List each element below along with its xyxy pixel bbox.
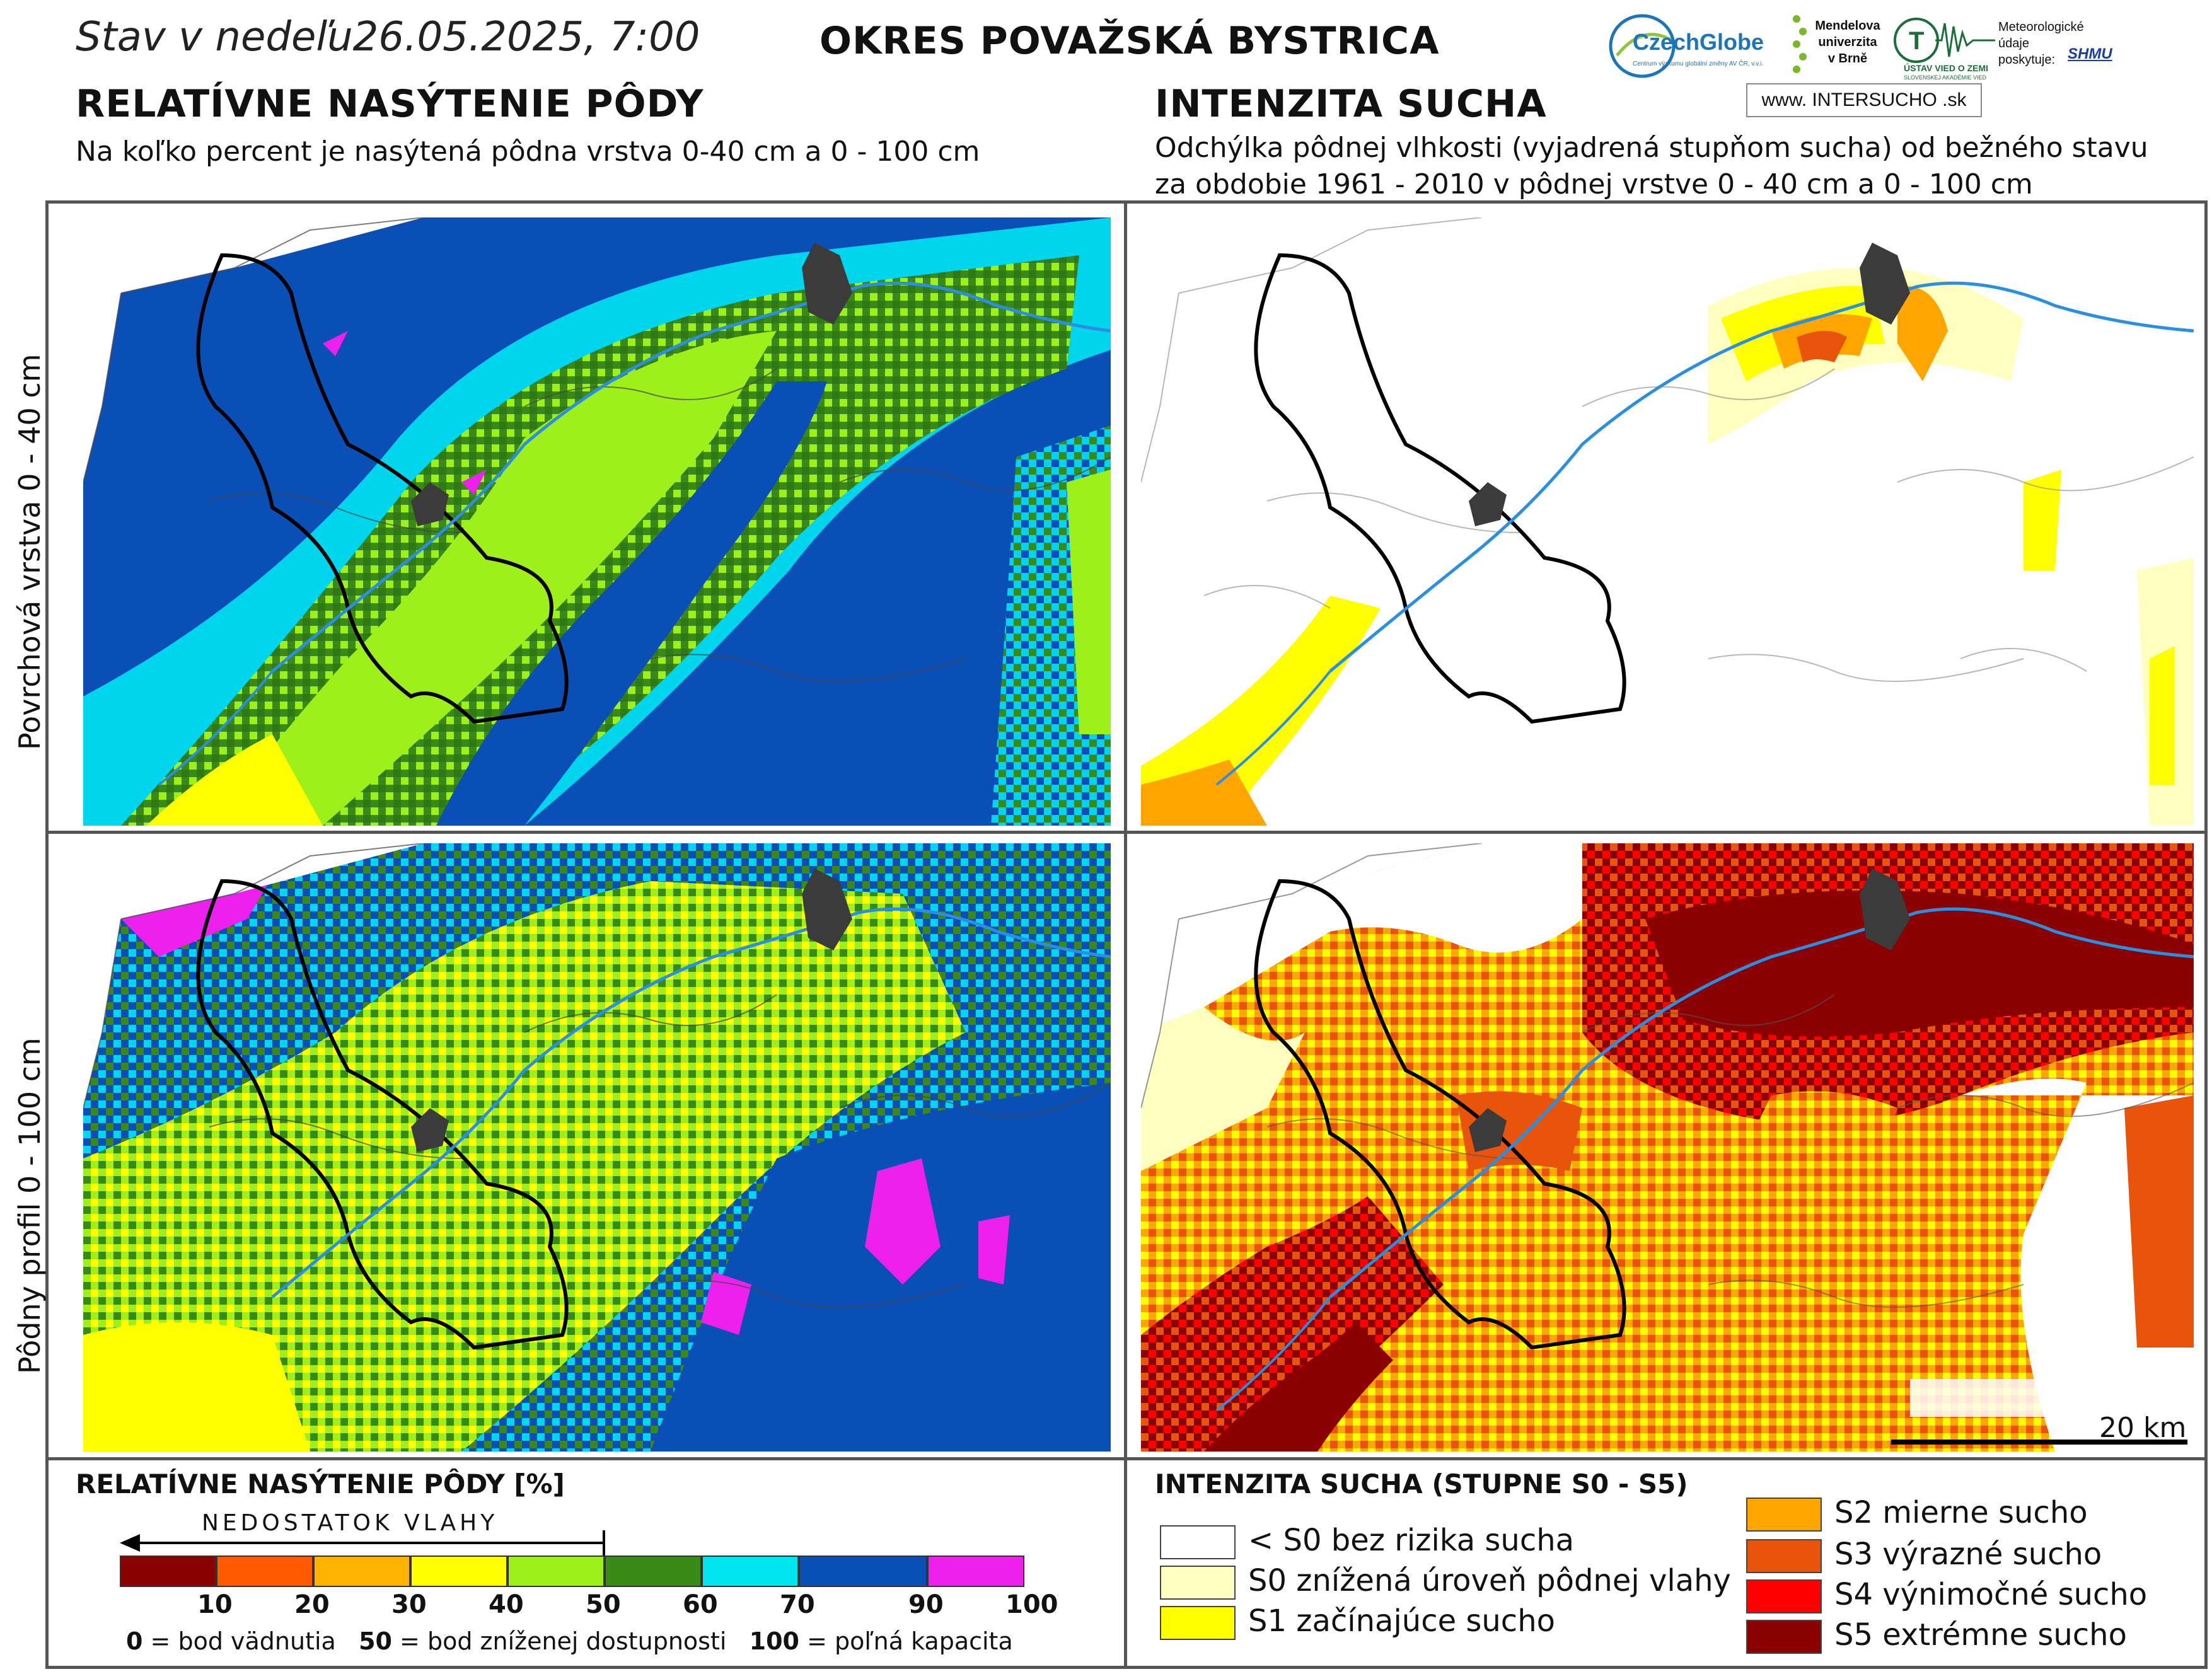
colorbar-segment xyxy=(799,1556,927,1587)
frame-divider-horizontal xyxy=(45,831,2208,834)
shmu-logo: SHMU xyxy=(2068,45,2112,62)
uvz-logo: T ÚSTAV VIED O ZEMI SLOVENSKEJ AKADÉMIE … xyxy=(1891,14,1998,83)
colorbar-segment xyxy=(410,1556,507,1587)
colorbar-tick-label: 30 xyxy=(391,1590,427,1619)
colorbar-segment xyxy=(120,1556,216,1587)
footnote-50-value: 50 xyxy=(359,1627,392,1655)
drought-legend-swatch xyxy=(1160,1606,1236,1640)
footnote-100-text: = poľná kapacita xyxy=(799,1627,1013,1655)
colorbar-tick-label: 60 xyxy=(683,1590,718,1619)
provider-label: Meteorologické údaje poskytuje: xyxy=(1998,20,2084,67)
colorbar-segment xyxy=(313,1556,410,1587)
colorbar-segment xyxy=(605,1556,702,1587)
saturation-title: RELATÍVNE NASÝTENIE PÔDY xyxy=(76,82,704,126)
colorbar-segment xyxy=(507,1556,605,1587)
uvz-name: ÚSTAV VIED O ZEMI xyxy=(1904,63,1989,73)
colorbar-segment xyxy=(702,1556,799,1587)
colorbar-tick-label: 70 xyxy=(780,1590,815,1619)
map-drought-0-40 xyxy=(1141,217,2194,826)
date-prefix: Stav v nedeľu xyxy=(76,14,353,61)
drought-legend-swatch xyxy=(1746,1539,1822,1573)
drought-title: INTENZITA SUCHA xyxy=(1155,82,1547,126)
uvz-subtitle: SLOVENSKEJ AKADÉMIE VIED xyxy=(1904,74,1987,81)
drought-legend-swatch xyxy=(1746,1620,1822,1654)
colorbar-tick-label: 10 xyxy=(197,1590,233,1619)
colorbar-tick-label: 100 xyxy=(1005,1590,1058,1619)
drought-legend-label: S4 výnimočné sucho xyxy=(1834,1577,2148,1612)
mendel-dots-icon xyxy=(1793,15,1807,73)
region-title: OKRES POVAŽSKÁ BYSTRICA xyxy=(819,19,1440,63)
row-label-bottom: Pôdny profil 0 - 100 cm xyxy=(13,1037,47,1374)
drought-legend-label: < S0 bez rizika sucha xyxy=(1248,1523,1575,1558)
drought-legend-label: S1 začínajúce sucho xyxy=(1248,1603,1555,1639)
intersucho-logo: www. INTERSUCHO .sk xyxy=(1746,83,1982,117)
colorbar-tick-label: 50 xyxy=(586,1590,621,1619)
czechglobe-logo: CzechGlobe Centrum výzkumu globální změn… xyxy=(1607,11,1797,81)
drought-legend-label: S5 extrémne sucho xyxy=(1834,1617,2127,1653)
colorbar-tick-label: 20 xyxy=(294,1590,330,1619)
mendel-name: Mendelova univerzita v Brně xyxy=(1815,19,1880,66)
colorbar-segment xyxy=(216,1556,313,1587)
drought-legend-swatch xyxy=(1746,1579,1822,1613)
footnote-0-value: 0 xyxy=(126,1627,143,1655)
footnote-0-text: = bod vädnutia xyxy=(142,1627,336,1655)
drought-subtitle-1: Odchýlka pôdnej vlhkosti (vyjadrená stup… xyxy=(1155,132,2148,164)
drought-legend-swatch xyxy=(1746,1498,1822,1532)
frame-divider-legend xyxy=(45,1457,2208,1460)
uvz-seismograph-icon: T xyxy=(1894,18,1995,63)
deficit-arrow-icon xyxy=(120,1530,605,1556)
map-saturation-0-40 xyxy=(83,217,1111,826)
date-value: 26.05.2025, 7:00 xyxy=(352,14,700,61)
drought-legend-title: INTENZITA SUCHA (STUPNE S0 - S5) xyxy=(1155,1469,1688,1499)
map-saturation-0-100 xyxy=(83,843,1111,1452)
date-title: Stav v nedeľu26.05.2025, 7:00 xyxy=(76,14,700,61)
drought-legend-label: S0 znížená úroveň pôdnej vlahy xyxy=(1248,1563,1731,1598)
czechglobe-globe-icon xyxy=(1609,14,1676,78)
czechglobe-subtitle: Centrum výzkumu globální změny AV ČR, v.… xyxy=(1633,61,1764,67)
colorbar-tick-label: 90 xyxy=(908,1590,944,1619)
drought-legend-swatch xyxy=(1160,1566,1236,1600)
saturation-legend-title: RELATÍVNE NASÝTENIE PÔDY [%] xyxy=(76,1469,565,1499)
footnote-50-text: = bod zníženej dostupnosti xyxy=(391,1627,727,1655)
drought-legend-label: S3 výrazné sucho xyxy=(1834,1537,2102,1572)
scale-bar-label: 20 km xyxy=(2099,1412,2187,1444)
drought-legend-swatch xyxy=(1160,1525,1236,1559)
czechglobe-name: CzechGlobe xyxy=(1633,29,1764,55)
saturation-footnote: 0 = bod vädnutia 50 = bod zníženej dostu… xyxy=(126,1627,1013,1655)
intersucho-text: www. INTERSUCHO .sk xyxy=(1761,89,1967,110)
footnote-100-value: 100 xyxy=(749,1627,799,1655)
mendel-logo: Mendelova univerzita v Brně xyxy=(1790,13,1885,82)
colorbar-segment xyxy=(927,1556,1024,1587)
drought-subtitle-2: za obdobie 1961 - 2010 v pôdnej vrstve 0… xyxy=(1155,168,2033,200)
row-label-top: Povrchová vrstva 0 - 40 cm xyxy=(13,354,47,750)
svg-text:T: T xyxy=(1909,27,1924,55)
saturation-subtitle: Na koľko percent je nasýtená pôdna vrstv… xyxy=(76,136,980,168)
drought-legend-label: S2 mierne sucho xyxy=(1834,1495,2088,1530)
frame-divider-vertical xyxy=(1124,200,1127,1669)
deficit-arrow-label: NEDOSTATOK VLAHY xyxy=(202,1510,499,1536)
map-drought-0-100 xyxy=(1141,843,2194,1452)
colorbar-tick-label: 40 xyxy=(489,1590,524,1619)
